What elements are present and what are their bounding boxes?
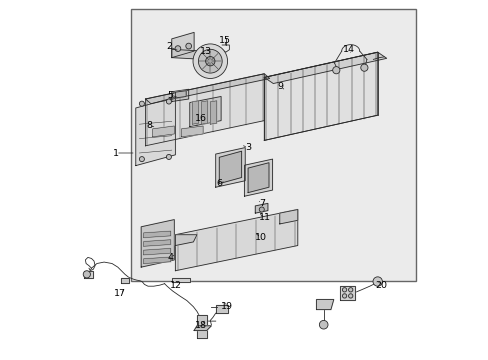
Polygon shape (143, 231, 170, 238)
Polygon shape (136, 97, 175, 166)
Circle shape (332, 67, 339, 74)
Circle shape (166, 154, 171, 159)
Text: 8: 8 (146, 122, 152, 130)
Polygon shape (84, 271, 92, 278)
Polygon shape (197, 315, 206, 338)
Polygon shape (143, 248, 170, 255)
Polygon shape (171, 89, 188, 102)
Polygon shape (171, 49, 204, 59)
Bar (131, 9, 415, 281)
Polygon shape (143, 257, 170, 264)
Polygon shape (143, 240, 170, 246)
Polygon shape (215, 305, 228, 313)
Text: 20: 20 (374, 281, 386, 289)
Circle shape (342, 294, 346, 298)
Text: 5: 5 (167, 91, 173, 100)
Text: 14: 14 (342, 45, 354, 54)
Circle shape (205, 57, 215, 66)
Circle shape (139, 101, 144, 106)
Circle shape (348, 288, 352, 292)
Circle shape (372, 277, 382, 286)
Text: 11: 11 (259, 213, 271, 222)
Polygon shape (339, 286, 355, 300)
Polygon shape (316, 300, 333, 310)
Text: 17: 17 (114, 289, 126, 298)
Text: 13: 13 (200, 46, 212, 55)
Polygon shape (175, 235, 197, 246)
Text: 3: 3 (244, 143, 251, 152)
Polygon shape (121, 278, 128, 283)
Polygon shape (264, 52, 386, 84)
Circle shape (193, 44, 227, 78)
Polygon shape (244, 159, 272, 196)
Text: 7: 7 (258, 199, 264, 208)
Polygon shape (175, 210, 297, 271)
Polygon shape (181, 126, 203, 137)
Polygon shape (172, 278, 189, 282)
Polygon shape (255, 203, 267, 213)
Circle shape (342, 288, 346, 292)
Polygon shape (145, 74, 269, 104)
Circle shape (175, 46, 181, 51)
Polygon shape (175, 91, 186, 98)
Circle shape (185, 43, 191, 49)
Polygon shape (141, 220, 174, 267)
Polygon shape (145, 74, 264, 146)
Text: 10: 10 (254, 233, 266, 242)
Circle shape (348, 294, 352, 298)
Polygon shape (215, 148, 244, 187)
Polygon shape (152, 126, 174, 137)
Text: 15: 15 (218, 36, 230, 45)
Polygon shape (194, 326, 211, 330)
Circle shape (198, 49, 222, 73)
Text: 1: 1 (113, 149, 119, 158)
Text: 16: 16 (194, 114, 206, 123)
Polygon shape (189, 96, 221, 127)
Circle shape (166, 99, 171, 104)
Text: 4: 4 (167, 253, 173, 262)
Circle shape (360, 64, 367, 71)
Circle shape (319, 320, 327, 329)
Polygon shape (201, 101, 207, 124)
Polygon shape (219, 151, 241, 184)
Text: 18: 18 (195, 321, 207, 330)
Polygon shape (210, 101, 216, 124)
Circle shape (259, 207, 264, 212)
Text: 9: 9 (277, 82, 283, 91)
Text: 12: 12 (170, 281, 182, 289)
Polygon shape (247, 163, 268, 193)
Text: 19: 19 (220, 302, 232, 311)
Polygon shape (171, 32, 194, 58)
Text: 2: 2 (165, 42, 172, 51)
Polygon shape (264, 52, 377, 140)
Polygon shape (192, 101, 199, 124)
Circle shape (83, 271, 90, 278)
Text: 6: 6 (216, 179, 222, 188)
Circle shape (139, 157, 144, 162)
Polygon shape (279, 210, 297, 224)
